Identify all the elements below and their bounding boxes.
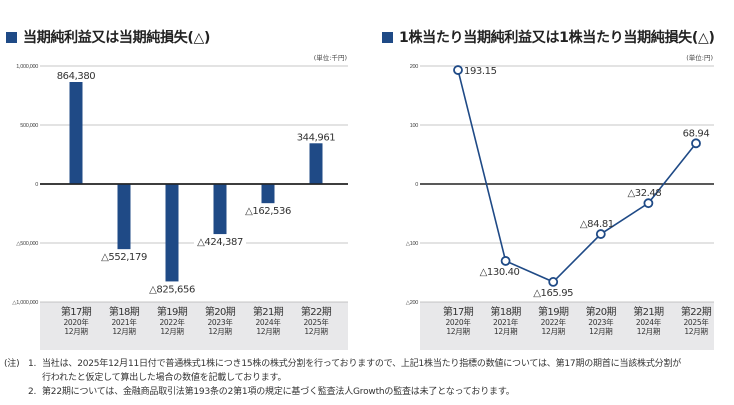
data-point: [595, 229, 606, 239]
x-category-label: 第22期: [301, 305, 332, 318]
x-category-year: 2020年: [445, 317, 471, 327]
series-line: [457, 69, 697, 283]
y-tick-label: 1,000,000: [16, 64, 38, 70]
title-square-icon: [6, 31, 17, 43]
x-category-period: 12月期: [256, 327, 279, 336]
bar: [69, 82, 83, 184]
unit-label: (単位:千円): [314, 53, 347, 62]
y-tick-label: △500,000: [16, 241, 38, 247]
data-label: △552,179: [101, 252, 147, 263]
data-label: △32.48: [627, 188, 661, 199]
y-tick-label: 0: [415, 182, 418, 188]
x-category-period: 12月期: [589, 327, 612, 336]
x-category-label: 第18期: [109, 305, 140, 318]
note-2-line-1: 第22期については、金融商品取引法第193条の2第1項の規定に基づく監査法人Gr…: [42, 387, 515, 397]
x-category-period: 12月期: [637, 327, 660, 336]
category-band: [40, 302, 348, 350]
x-category-year: 2024年: [255, 317, 281, 327]
x-category-label: 第17期: [61, 305, 92, 318]
x-category-year: 2022年: [541, 317, 567, 327]
x-category-period: 12月期: [542, 327, 565, 336]
bar: [117, 184, 131, 250]
data-label: 344,961: [297, 132, 336, 143]
note-1-line-1: 当社は、2025年12月11日付で普通株式1株につき15株の株式分割を行っており…: [42, 359, 682, 369]
unit-label: (単位:円): [686, 53, 713, 62]
chart-title-text: 当期純利益又は当期純損失(△): [23, 30, 211, 46]
x-category-period: 12月期: [208, 327, 231, 336]
x-category-label: 第20期: [205, 305, 236, 318]
note-prefix: (注): [4, 359, 20, 369]
data-point: [453, 65, 463, 75]
data-label: △165.95: [533, 288, 573, 299]
x-category-period: 12月期: [684, 327, 707, 336]
x-category-period: 12月期: [304, 327, 327, 336]
chart-title-eps: 1株当たり当期純利益又は1株当たり当期純損失(△): [382, 27, 715, 47]
x-category-year: 2021年: [493, 317, 519, 327]
chart-title-net-income: 当期純利益又は当期純損失(△): [6, 27, 210, 47]
x-category-label: 第21期: [633, 305, 664, 318]
title-square-icon: [382, 31, 393, 43]
category-band: [420, 302, 714, 350]
note-number: 2.: [28, 387, 37, 397]
data-point: [691, 138, 701, 149]
x-category-year: 2025年: [683, 317, 709, 327]
x-category-year: 2020年: [63, 317, 89, 327]
data-label: △130.40: [480, 267, 520, 278]
data-point: [643, 198, 654, 209]
y-tick-label: 100: [410, 123, 419, 129]
bar: [213, 184, 227, 235]
chart-title-text: 1株当たり当期純利益又は1株当たり当期純損失(△): [399, 30, 715, 46]
y-tick-label: 200: [410, 64, 419, 70]
x-category-year: 2023年: [588, 317, 614, 327]
footnotes: (注) 1. 当社は、2025年12月11日付で普通株式1株につき15株の株式分割を…: [4, 357, 681, 399]
data-label: △825,656: [149, 284, 195, 295]
data-label: △162,536: [245, 206, 291, 217]
x-category-period: 12月期: [494, 327, 517, 336]
data-label-background: [194, 236, 246, 248]
charts-canvas: (単位:千円) 1,000,000 500,000 0 △500,000 △1,000,0…: [12, 53, 714, 350]
x-category-year: 2022年: [159, 317, 185, 327]
x-category-label: 第17期: [443, 305, 474, 318]
y-tick-label: △1,000,000: [12, 300, 38, 306]
data-point: [548, 277, 559, 287]
y-tick-label: △200: [406, 300, 418, 306]
x-category-year: 2025年: [303, 317, 329, 327]
x-category-year: 2024年: [636, 317, 662, 327]
data-label: 864,380: [57, 71, 96, 82]
data-label: △84.81: [580, 219, 614, 230]
bar: [261, 184, 275, 204]
x-category-period: 12月期: [64, 327, 87, 336]
x-category-period: 12月期: [112, 327, 135, 336]
x-category-label: 第20期: [586, 305, 617, 318]
x-category-label: 第21期: [253, 305, 284, 318]
y-tick-label: 500,000: [20, 123, 38, 129]
data-label: △424,387: [197, 237, 243, 248]
note-number: 1.: [28, 359, 37, 369]
note-1-line-2: 行われたと仮定して算出した場合の数値を記載しております。: [42, 373, 287, 383]
bar: [165, 184, 179, 282]
x-category-label: 第19期: [157, 305, 188, 318]
x-category-label: 第19期: [538, 305, 569, 318]
x-category-year: 2021年: [111, 317, 137, 327]
y-tick-label: △100: [406, 241, 418, 247]
x-category-label: 第18期: [490, 305, 521, 318]
bar: [309, 143, 323, 184]
x-category-label: 第22期: [681, 305, 712, 318]
x-category-year: 2023年: [207, 317, 233, 327]
data-label: 68.94: [683, 128, 710, 139]
data-point: [500, 256, 511, 266]
x-category-period: 12月期: [446, 327, 469, 336]
y-tick-label: 0: [35, 182, 38, 188]
x-category-period: 12月期: [160, 327, 183, 336]
data-label: 193.15: [464, 66, 497, 77]
